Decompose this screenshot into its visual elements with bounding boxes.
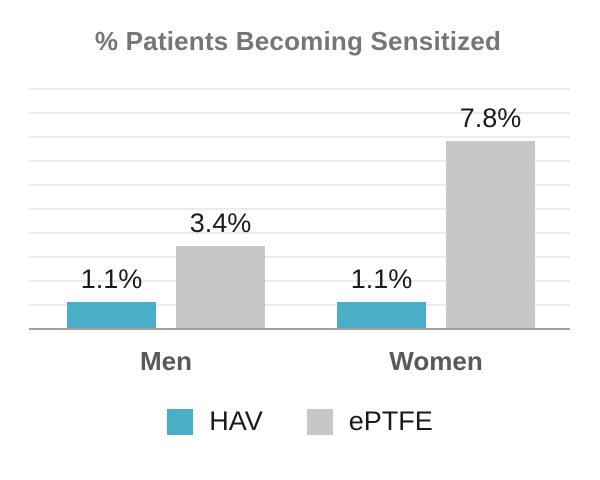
value-label-hav-men: 1.1% — [80, 263, 143, 294]
chart-title: % Patients Becoming Sensitized — [94, 26, 502, 56]
gridline — [29, 232, 570, 234]
bar-hav-women — [337, 301, 426, 328]
gridline — [29, 256, 570, 258]
value-label-eptfe-men: 3.4% — [189, 208, 252, 239]
gridline — [29, 112, 570, 114]
gridline — [29, 136, 570, 138]
value-label-hav-women: 1.1% — [350, 263, 413, 294]
legend: HAV ePTFE — [0, 408, 600, 435]
legend-item-eptfe: ePTFE — [306, 406, 433, 436]
gridline — [29, 280, 570, 282]
category-label-women: Women — [389, 346, 483, 376]
gridline — [29, 88, 570, 90]
legend-label-eptfe: ePTFE — [348, 406, 433, 436]
legend-label-hav: HAV — [209, 406, 263, 436]
bar-hav-men — [67, 301, 156, 328]
legend-item-hav: HAV — [167, 408, 263, 435]
bar-eptfe-women — [446, 140, 535, 328]
plot-area: 1.1% 3.4% 1.1% 7.8% Men Women — [29, 88, 570, 374]
gridline — [29, 184, 570, 186]
bar-eptfe-men — [176, 246, 265, 328]
category-label-men: Men — [140, 346, 192, 376]
gridline — [29, 304, 570, 306]
legend-swatch-hav — [167, 408, 194, 435]
gridline — [29, 160, 570, 162]
gridline — [29, 208, 570, 210]
legend-swatch-eptfe — [306, 408, 333, 435]
value-label-eptfe-women: 7.8% — [459, 102, 522, 133]
